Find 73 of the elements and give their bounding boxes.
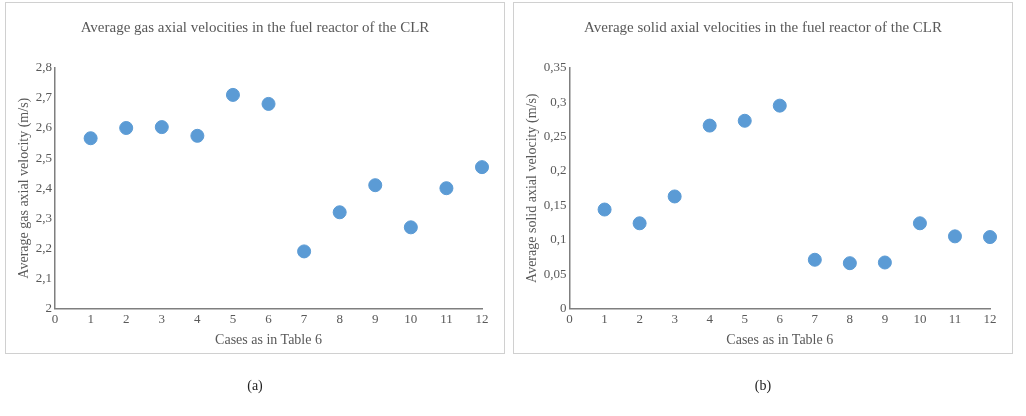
y-axis-title: Average gas axial velocity (m/s) — [16, 97, 33, 279]
x-tick-label: 5 — [741, 310, 748, 326]
y-axis-title: Average solid axial velocity (m/s) — [524, 93, 541, 283]
x-tick-label: 9 — [372, 310, 379, 326]
point — [403, 220, 418, 235]
x-tick-label: 1 — [601, 310, 608, 326]
y-tick-label: 2 — [45, 300, 53, 316]
point — [225, 87, 240, 102]
text: (b) — [753, 378, 773, 394]
text: (a) — [246, 378, 264, 394]
x-tick-label: 10 — [913, 310, 927, 326]
y-tick-label: 2,7 — [35, 89, 53, 105]
point — [807, 252, 822, 267]
point — [983, 230, 997, 245]
x-tick-label: 11 — [440, 310, 453, 326]
x-tick-label: 12 — [983, 310, 997, 326]
point — [475, 160, 489, 175]
x-tick-label: 8 — [336, 310, 343, 326]
point — [439, 181, 454, 196]
x-tick-label: 3 — [671, 310, 678, 326]
y-tick-label: 0,3 — [550, 93, 567, 109]
point — [737, 113, 752, 128]
x-tick-label: 10 — [404, 310, 418, 326]
x-tick-label: 1 — [87, 310, 94, 326]
x-tick-label: 12 — [475, 310, 489, 326]
x-axis-title: Cases as in Table 6 — [726, 332, 834, 348]
point — [912, 216, 927, 231]
point — [772, 98, 787, 113]
point — [154, 120, 169, 135]
point — [597, 202, 612, 217]
y-tick-label: 2,2 — [35, 239, 53, 255]
y-tick-label: 2,5 — [35, 149, 53, 165]
chart-title: Average solid axial velocities in the fuel reactor of the CLR — [583, 18, 943, 37]
x-tick-label: 11 — [948, 310, 962, 326]
x-tick-label: 3 — [158, 310, 166, 326]
x-tick-label: 2 — [636, 310, 643, 326]
x-tick-label: 8 — [846, 310, 854, 326]
point — [332, 205, 347, 220]
point — [667, 189, 682, 204]
point — [297, 244, 312, 259]
y-tick-label: 0,2 — [550, 162, 567, 178]
x-axis-title: Cases as in Table 6 — [215, 332, 322, 348]
y-tick-label: 0,35 — [543, 59, 567, 75]
x-tick-label: 7 — [300, 310, 308, 326]
point — [261, 96, 276, 111]
point — [842, 256, 857, 271]
point — [702, 118, 717, 133]
chart-title: Average gas axial velocities in the fuel reactor of the CLR — [79, 18, 431, 37]
x-tick-label: 9 — [881, 310, 889, 326]
point — [190, 128, 205, 143]
x-tick-label: 4 — [706, 310, 714, 326]
y-tick-label: 2,4 — [35, 179, 53, 195]
x-tick-label: 6 — [776, 310, 784, 326]
y-tick-label: 0,15 — [543, 196, 567, 212]
point — [947, 229, 962, 244]
y-tick-label: 2,1 — [35, 269, 53, 285]
x-tick-label: 6 — [265, 310, 273, 326]
x-tick-label: 4 — [194, 310, 202, 326]
point — [119, 121, 134, 135]
point — [632, 216, 647, 231]
y-tick-label: 0,25 — [543, 128, 567, 144]
x-tick-label: 7 — [811, 310, 819, 326]
y-tick-label: 0 — [560, 300, 567, 316]
x-tick-label: 2 — [122, 310, 130, 326]
point — [368, 178, 383, 193]
point — [877, 255, 892, 270]
y-tick-label: 0,1 — [550, 231, 567, 247]
y-tick-label: 2,6 — [35, 119, 53, 135]
x-tick-label: 5 — [229, 310, 237, 326]
y-tick-label: 2,8 — [35, 59, 53, 75]
y-tick-label: 0,05 — [543, 265, 567, 281]
point — [83, 131, 98, 146]
y-tick-label: 2,3 — [35, 209, 53, 225]
